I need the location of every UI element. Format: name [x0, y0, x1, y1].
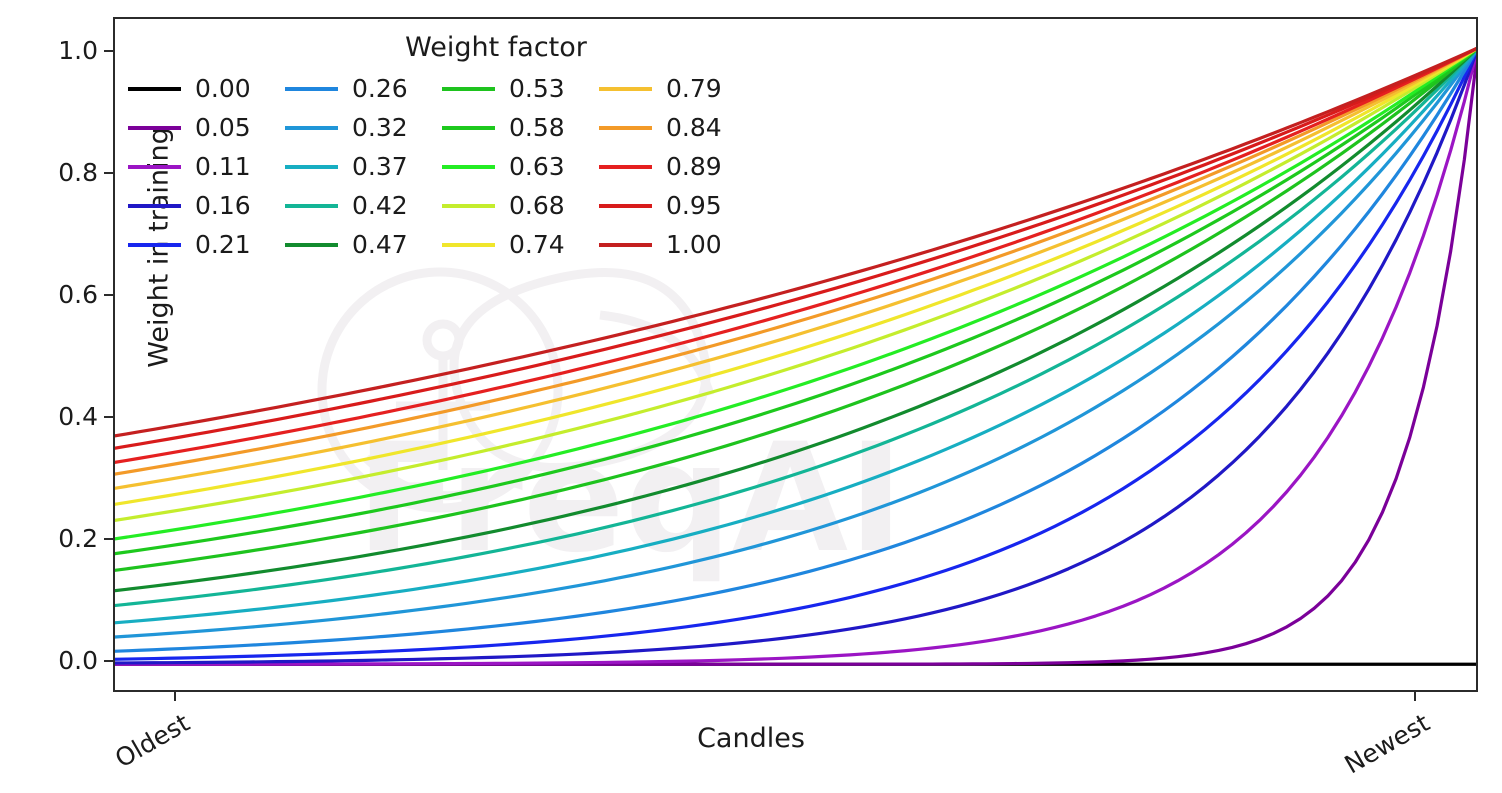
legend-color-swatch: [285, 86, 338, 91]
legend-color-swatch: [128, 125, 181, 130]
curve-0-89: [113, 48, 1478, 463]
legend-item[interactable]: 0.58: [442, 108, 599, 147]
curve-0-53: [113, 48, 1478, 571]
legend-color-swatch: [599, 242, 652, 247]
curve-0-26: [113, 48, 1478, 652]
x-tick-mark: [1414, 692, 1417, 701]
legend-color-swatch: [442, 242, 495, 247]
legend-color-swatch: [128, 86, 181, 91]
legend-label: 0.63: [509, 152, 565, 181]
legend-color-swatch: [128, 164, 181, 169]
legend-color-swatch: [128, 242, 181, 247]
curve-0-63: [113, 48, 1478, 539]
legend-color-swatch: [442, 164, 495, 169]
legend-item[interactable]: 0.89: [599, 147, 756, 186]
legend-label: 0.00: [195, 74, 251, 103]
legend-label: 0.95: [666, 191, 722, 220]
legend-item[interactable]: 1.00: [599, 225, 756, 264]
y-tick-label: 0.6: [58, 280, 98, 309]
y-tick-mark: [104, 50, 113, 53]
legend-label: 0.16: [195, 191, 251, 220]
curve-0-42: [113, 48, 1478, 606]
curve-0-32: [113, 48, 1478, 637]
legend-item[interactable]: 0.42: [285, 186, 442, 225]
curve-0-74: [113, 48, 1478, 505]
legend-label: 0.21: [195, 230, 251, 259]
legend-item[interactable]: 0.32: [285, 108, 442, 147]
legend-label: 1.00: [666, 230, 722, 259]
curve-0-79: [113, 48, 1478, 489]
legend-label: 0.79: [666, 74, 722, 103]
legend-item[interactable]: 0.21: [128, 225, 285, 264]
curve-1-00: [113, 48, 1478, 436]
legend-color-swatch: [285, 125, 338, 130]
legend-label: 0.84: [666, 113, 722, 142]
legend-label: 0.74: [509, 230, 565, 259]
y-tick-label: 0.4: [58, 402, 98, 431]
legend-color-swatch: [285, 242, 338, 247]
curves-layer: [113, 17, 1478, 692]
legend-color-swatch: [599, 86, 652, 91]
legend-item[interactable]: 0.11: [128, 147, 285, 186]
legend-label: 0.42: [352, 191, 408, 220]
y-tick-mark: [104, 172, 113, 175]
legend-label: 0.58: [509, 113, 565, 142]
legend-label: 0.32: [352, 113, 408, 142]
legend-label: 0.05: [195, 113, 251, 142]
legend-item[interactable]: 0.95: [599, 186, 756, 225]
x-tick-mark: [174, 692, 177, 701]
legend-label: 0.68: [509, 191, 565, 220]
y-tick-label: 0.2: [58, 524, 98, 553]
legend-label: 0.47: [352, 230, 408, 259]
legend-title: Weight factor: [405, 32, 587, 63]
y-tick-label: 1.0: [58, 36, 98, 65]
legend-item[interactable]: 0.00: [128, 69, 285, 108]
legend-item[interactable]: 0.05: [128, 108, 285, 147]
legend-color-swatch: [285, 164, 338, 169]
legend-color-swatch: [285, 203, 338, 208]
curve-0-11: [113, 48, 1478, 664]
y-tick-mark: [104, 416, 113, 419]
chart-canvas: FreqAI 1.0 0.8 0.6 0.4 0.2 0.0 Weight in…: [58, 17, 1478, 780]
curve-0-58: [113, 48, 1478, 554]
legend-items: 0.00 0.26 0.53 0.79 0.05 0.32 0.58 0.84 0.11 0.37…: [128, 69, 828, 264]
legend-item[interactable]: 0.68: [442, 186, 599, 225]
curve-0-95: [113, 48, 1478, 449]
legend-item[interactable]: 0.26: [285, 69, 442, 108]
legend-color-swatch: [128, 203, 181, 208]
curve-0-68: [113, 48, 1478, 521]
curve-0-84: [113, 48, 1478, 475]
legend-label: 0.53: [509, 74, 565, 103]
legend: Weight factor 0.00 0.26 0.53 0.79 0.05 0.32 0.…: [128, 32, 828, 264]
legend-item[interactable]: 0.47: [285, 225, 442, 264]
y-tick-label: 0.0: [58, 646, 98, 675]
legend-item[interactable]: 0.79: [599, 69, 756, 108]
legend-color-swatch: [442, 125, 495, 130]
curve-0-47: [113, 48, 1478, 591]
legend-color-swatch: [442, 86, 495, 91]
y-tick-mark: [104, 538, 113, 541]
legend-color-swatch: [599, 203, 652, 208]
y-tick-mark: [104, 294, 113, 297]
legend-label: 0.37: [352, 152, 408, 181]
y-tick-label: 0.8: [58, 158, 98, 187]
legend-item[interactable]: 0.37: [285, 147, 442, 186]
x-axis-label: Candles: [697, 723, 805, 754]
legend-label: 0.89: [666, 152, 722, 181]
legend-color-swatch: [442, 203, 495, 208]
legend-item[interactable]: 0.84: [599, 108, 756, 147]
curve-0-16: [113, 48, 1478, 663]
legend-item[interactable]: 0.16: [128, 186, 285, 225]
curve-0-21: [113, 48, 1478, 660]
legend-item[interactable]: 0.53: [442, 69, 599, 108]
plot-frame: [113, 17, 1478, 692]
legend-color-swatch: [599, 125, 652, 130]
curve-0-37: [113, 48, 1478, 623]
legend-label: 0.11: [195, 152, 251, 181]
legend-item[interactable]: 0.63: [442, 147, 599, 186]
legend-label: 0.26: [352, 74, 408, 103]
y-tick-mark: [104, 660, 113, 663]
legend-item[interactable]: 0.74: [442, 225, 599, 264]
legend-color-swatch: [599, 164, 652, 169]
